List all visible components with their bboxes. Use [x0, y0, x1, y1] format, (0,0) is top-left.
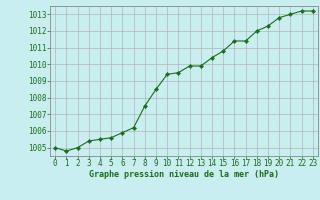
X-axis label: Graphe pression niveau de la mer (hPa): Graphe pression niveau de la mer (hPa)	[89, 170, 279, 179]
